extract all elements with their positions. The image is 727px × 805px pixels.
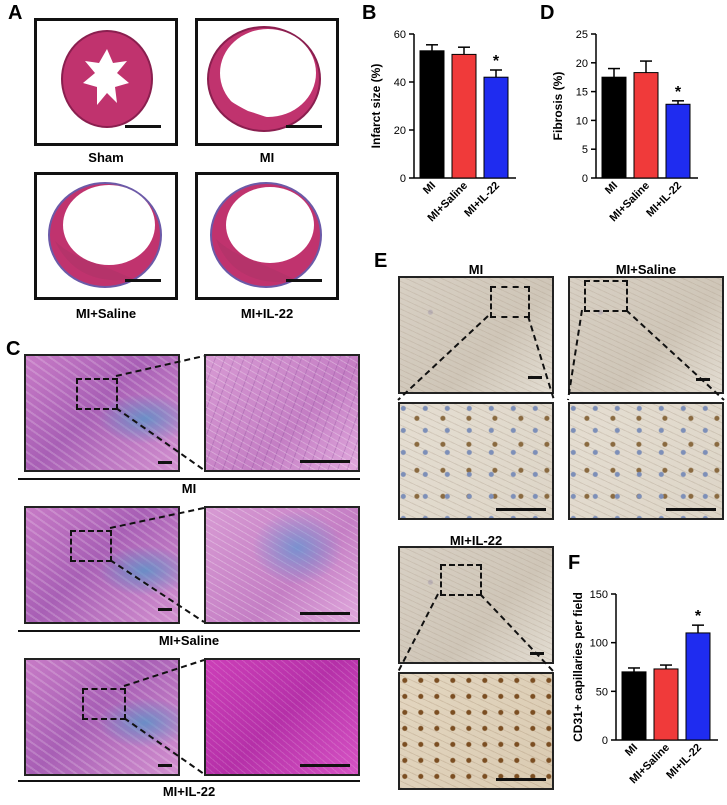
scale-bar [300,764,350,767]
scale-bar [496,778,546,781]
y-tick-label: 0 [400,173,406,185]
significance-marker: * [675,84,682,101]
scale-bar [286,125,322,128]
e-mi-zoom [398,402,554,520]
c-mi-saline-zoom [204,506,360,624]
bar [419,50,445,179]
e-mi-saline-zoom [568,402,724,520]
caption-mi: MI [259,150,275,165]
caption-sham: Sham [88,150,124,165]
category-label: MI [421,180,438,197]
sham-heart-section [61,30,153,128]
bar [451,53,477,179]
scale-bar [286,279,322,282]
caption-c-mi: MI [181,481,197,496]
panel-label-b: B [362,2,377,24]
bar [483,76,509,179]
y-tick-label: 25 [576,29,588,41]
y-axis-label: Infarct size (%) [369,64,383,149]
caption-e-mi: MI [468,262,484,277]
category-label: MI+IL-22 [462,180,502,220]
bar [665,103,691,179]
e-mi-saline-overview [568,276,724,394]
mi-saline-heart-section [48,182,162,288]
mi-il22-heart-image [195,172,339,300]
y-tick-label: 20 [394,125,406,137]
scale-bar [300,612,350,615]
zoom-connector-lines [123,659,205,775]
sham-heart-image [34,18,178,146]
y-tick-label: 20 [576,58,588,70]
category-label: MI+IL-22 [644,180,684,220]
y-tick-label: 100 [590,638,608,650]
y-tick-label: 0 [582,173,588,185]
c-mi-saline-overview [24,506,180,624]
panel-label-d: D [540,2,555,24]
e-mi-overview [398,276,554,394]
panel-label-c: C [6,338,21,360]
c-mi-il22-overview [24,658,180,776]
caption-e-mi-il22: MI+IL-22 [449,533,503,548]
y-tick-label: 0 [602,735,608,747]
e-mi-il22-zoom [398,672,554,790]
scale-bar [158,461,172,464]
panel-label-f: F [568,552,581,574]
y-tick-label: 10 [576,115,588,127]
panel-label-a: A [8,2,23,24]
y-axis-label: CD31+ capillaries per field [571,592,585,742]
scale-bar [125,125,161,128]
e-mi-il22-overview [398,546,554,664]
caption-mi-il22: MI+IL-22 [240,306,294,321]
c-mi-zoom [204,354,360,472]
significance-marker: * [493,53,500,70]
zoom-connector-lines [397,593,555,673]
zoom-region-box [490,286,530,318]
mi-heart-section [207,26,321,132]
mi-heart-image [195,18,339,146]
scale-bar [300,460,350,463]
mi-saline-heart-image [34,172,178,300]
scale-bar [125,279,161,282]
caption-mi-saline: MI+Saline [75,306,137,321]
y-tick-label: 5 [582,144,588,156]
bar [621,671,647,741]
zoom-region-box [440,564,482,596]
infarct-size-chart: Infarct size (%)0204060MIMI+Saline*MI+IL… [369,29,516,224]
caption-e-mi-saline: MI+Saline [615,262,677,277]
significance-marker: * [695,608,702,625]
divider-line [18,478,360,480]
zoom-region-box [70,530,112,562]
y-axis-label: Fibrosis (%) [551,72,565,141]
bar [685,632,711,741]
caption-c-mi-saline: MI+Saline [158,633,220,648]
cd31-capillaries-chart: CD31+ capillaries per field 050100150MIMI… [571,589,718,786]
bar [633,72,659,179]
scale-bar [528,376,542,379]
category-label: MI [603,180,620,197]
mi-il22-heart-section [210,182,322,288]
caption-c-mi-il22: MI+IL-22 [162,784,216,799]
zoom-region-box [584,280,628,312]
y-tick-label: 150 [590,589,608,601]
panel-label-e: E [374,250,388,272]
divider-line [18,780,360,782]
scale-bar [666,508,716,511]
y-tick-label: 50 [596,686,608,698]
zoom-connector-lines [109,507,205,623]
zoom-connector-lines [397,309,725,401]
fibrosis-chart: Fibrosis (%)0510152025MIMI+Saline*MI+IL-… [551,29,698,224]
y-tick-label: 15 [576,87,588,99]
zoom-region-box [76,378,118,410]
scale-bar [158,764,172,767]
zoom-region-box [82,688,126,720]
c-mi-il22-zoom [204,658,360,776]
scale-bar [158,608,172,611]
zoom-connector-lines [115,355,205,471]
divider-line [18,630,360,632]
y-tick-label: 60 [394,29,406,41]
scale-bar [496,508,546,511]
c-mi-overview [24,354,180,472]
bar [601,76,627,179]
y-tick-label: 40 [394,77,406,89]
